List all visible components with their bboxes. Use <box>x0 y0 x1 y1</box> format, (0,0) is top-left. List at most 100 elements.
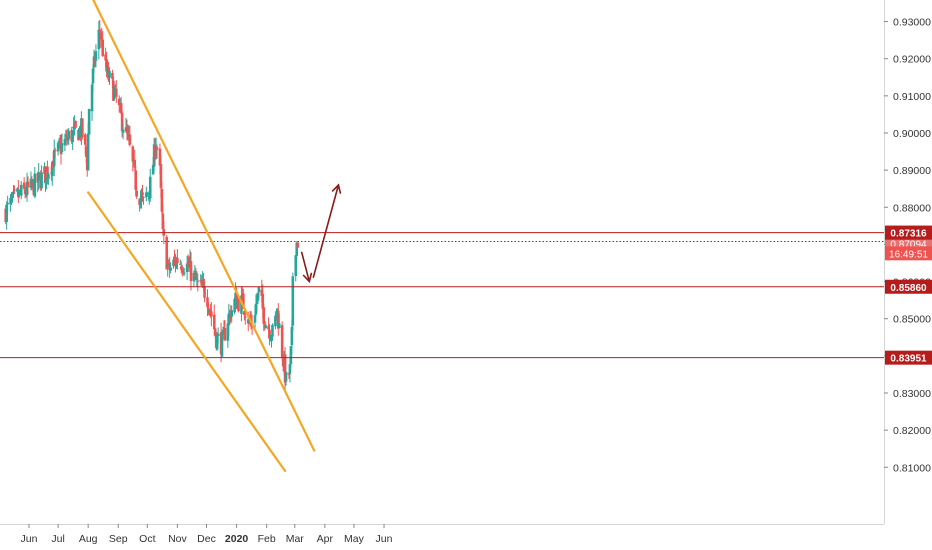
level-badge-bg <box>885 279 932 294</box>
time-tick-label: Jun <box>376 533 393 545</box>
candle-body <box>117 98 121 106</box>
candle-body <box>12 191 15 193</box>
candle-body <box>11 192 14 198</box>
candle-body <box>99 32 103 39</box>
candle-body <box>52 149 56 167</box>
candle-body <box>233 298 236 313</box>
candle-body <box>288 364 292 374</box>
time-axis[interactable]: Jun Jul Aug Sep Oct Nov Dec 2020 Feb Mar Apr May Jun <box>21 524 393 545</box>
candle-body <box>141 192 144 196</box>
candle-body <box>165 237 169 270</box>
candle-body <box>294 255 298 276</box>
candle-body <box>64 134 68 137</box>
time-tick-label: Dec <box>197 533 216 545</box>
candle-body <box>176 258 179 263</box>
candle-body <box>13 189 16 191</box>
price-tick-label: 0.91000 <box>893 91 931 103</box>
candle-body <box>244 316 247 318</box>
candle-body <box>81 118 84 138</box>
candle-body <box>179 263 182 265</box>
candle-body <box>98 29 102 31</box>
candle-body <box>108 70 111 78</box>
level-badge-bg <box>885 225 932 240</box>
time-tick-label: 2020 <box>225 533 249 545</box>
candle-body <box>287 373 291 375</box>
arrow-shaft <box>312 184 340 279</box>
price-tick-label: 0.82000 <box>893 425 931 437</box>
candle-body <box>283 354 287 383</box>
candle-body <box>58 142 62 144</box>
candle-body <box>280 325 284 358</box>
candle-body <box>119 102 123 114</box>
candle-body <box>291 276 295 326</box>
candle-body <box>261 293 265 309</box>
candle-body <box>57 141 61 143</box>
candle-body <box>203 286 206 298</box>
candle-body <box>262 307 266 324</box>
candle-body <box>47 173 50 179</box>
candle-body <box>63 138 67 146</box>
candle-body <box>113 87 116 99</box>
candle-body <box>60 143 64 153</box>
candle-body <box>274 315 277 327</box>
candle-body <box>237 299 240 312</box>
candle-body <box>195 278 199 280</box>
candle-body <box>209 309 212 313</box>
candle-body <box>120 112 124 132</box>
candle-body <box>167 261 170 263</box>
candle-body <box>192 272 196 281</box>
time-tick-label: Aug <box>79 533 98 545</box>
candle-body <box>169 267 172 271</box>
candle-body <box>40 172 43 189</box>
candle-body <box>223 327 227 341</box>
candle-body <box>38 173 41 175</box>
candle-body <box>131 146 135 162</box>
candle-body <box>22 182 26 189</box>
candle-body <box>158 148 162 166</box>
candle-body <box>220 334 224 357</box>
price-tick-label: 0.89000 <box>893 165 931 177</box>
candle-body <box>46 166 49 178</box>
candle-body <box>83 134 87 145</box>
candle-body <box>275 317 278 319</box>
candle-body <box>168 262 171 271</box>
candle-body <box>269 338 272 341</box>
candle-body <box>19 184 23 196</box>
candle-body <box>289 346 293 364</box>
candle-body <box>296 242 299 248</box>
candle-body <box>270 336 273 338</box>
candle-body <box>94 51 98 61</box>
candle-body <box>216 333 220 336</box>
arrow-head <box>331 183 342 194</box>
candle-body <box>215 334 219 350</box>
candle-body <box>50 161 54 177</box>
candle-body <box>114 85 117 87</box>
candle-body <box>179 266 183 270</box>
candle-body <box>185 263 189 272</box>
candle-body <box>255 301 259 305</box>
candle-body <box>227 313 231 326</box>
candle-body <box>206 297 209 308</box>
candle-body <box>271 324 274 337</box>
candle-body <box>256 292 260 301</box>
candle-body <box>290 327 294 346</box>
candle-body <box>213 328 217 335</box>
candle-body <box>151 164 155 175</box>
candle-body <box>189 261 193 282</box>
level-badge: 0.83951 <box>890 354 927 365</box>
level-badge: 0.87316 <box>890 229 927 240</box>
time-tick-label: Mar <box>286 533 305 545</box>
candle-body <box>53 150 57 152</box>
candles-layer <box>4 19 299 391</box>
candle-body <box>33 173 37 197</box>
candle-body <box>67 131 71 140</box>
candle-body <box>56 143 60 152</box>
candle-body <box>268 329 271 339</box>
candle-body <box>121 129 125 133</box>
candle-body <box>159 163 163 188</box>
candle-body <box>148 176 152 199</box>
price-tick-label: 0.92000 <box>893 54 931 66</box>
candle-body <box>277 323 281 329</box>
candle-body <box>133 159 137 168</box>
